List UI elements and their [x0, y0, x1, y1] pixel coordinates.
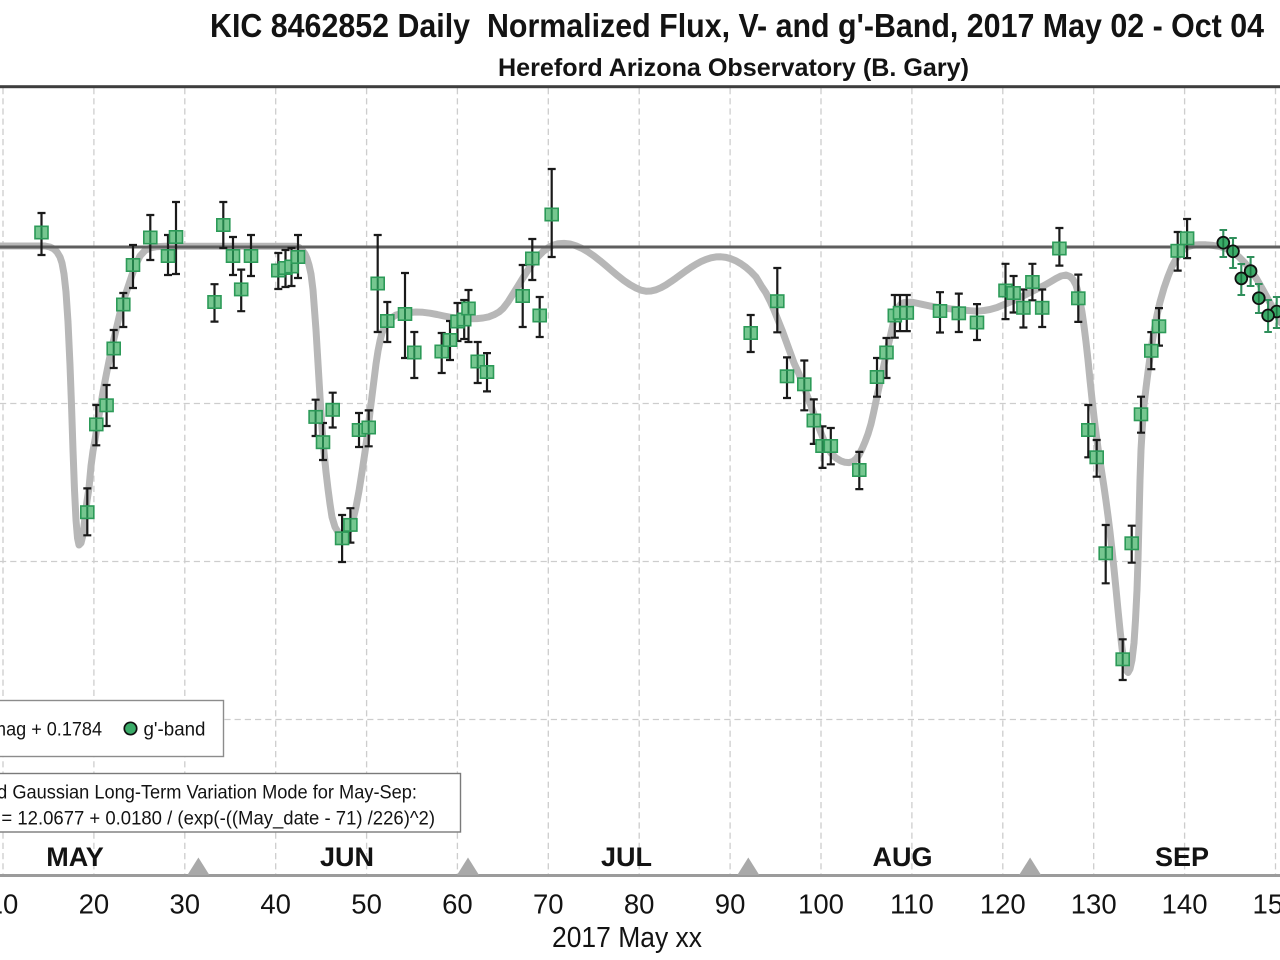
svg-text:Hereford Arizona Observatory (: Hereford Arizona Observatory (B. Gary)	[498, 54, 969, 82]
svg-text:120: 120	[980, 889, 1026, 920]
svg-text:40: 40	[260, 889, 291, 920]
svg-text:90: 90	[715, 889, 746, 920]
svg-text:70: 70	[533, 889, 564, 920]
svg-text:V-mag + 0.1784: V-mag + 0.1784	[0, 719, 102, 741]
svg-text:MAY: MAY	[46, 842, 104, 872]
svg-text:110: 110	[890, 889, 934, 920]
svg-text:g = 12.0677 + 0.0180 / (exp(-(: g = 12.0677 + 0.0180 / (exp(-((May_date …	[0, 808, 435, 830]
svg-text:30: 30	[170, 889, 201, 920]
svg-text:ed Gaussian Long-Term Variatio: ed Gaussian Long-Term Variation Mode for…	[0, 782, 417, 804]
svg-text:g'-band: g'-band	[144, 719, 206, 741]
svg-text:AUG: AUG	[873, 842, 933, 872]
svg-text:100: 100	[798, 889, 844, 920]
svg-text:10: 10	[0, 889, 18, 920]
svg-text:KIC 8462852 Daily Normalized: KIC 8462852 Daily Normalized Flux, V- an…	[210, 7, 1265, 44]
svg-text:150: 150	[1253, 889, 1280, 920]
svg-text:JUN: JUN	[320, 842, 374, 872]
svg-text:130: 130	[1071, 889, 1117, 920]
svg-text:60: 60	[442, 889, 473, 920]
svg-text:JUL: JUL	[601, 842, 652, 872]
svg-text:20: 20	[79, 889, 110, 920]
svg-text:140: 140	[1162, 889, 1208, 920]
svg-text:SEP: SEP	[1155, 842, 1209, 872]
svg-text:2017 May xx: 2017 May xx	[552, 922, 702, 954]
svg-text:50: 50	[351, 889, 382, 920]
svg-text:80: 80	[624, 889, 655, 920]
